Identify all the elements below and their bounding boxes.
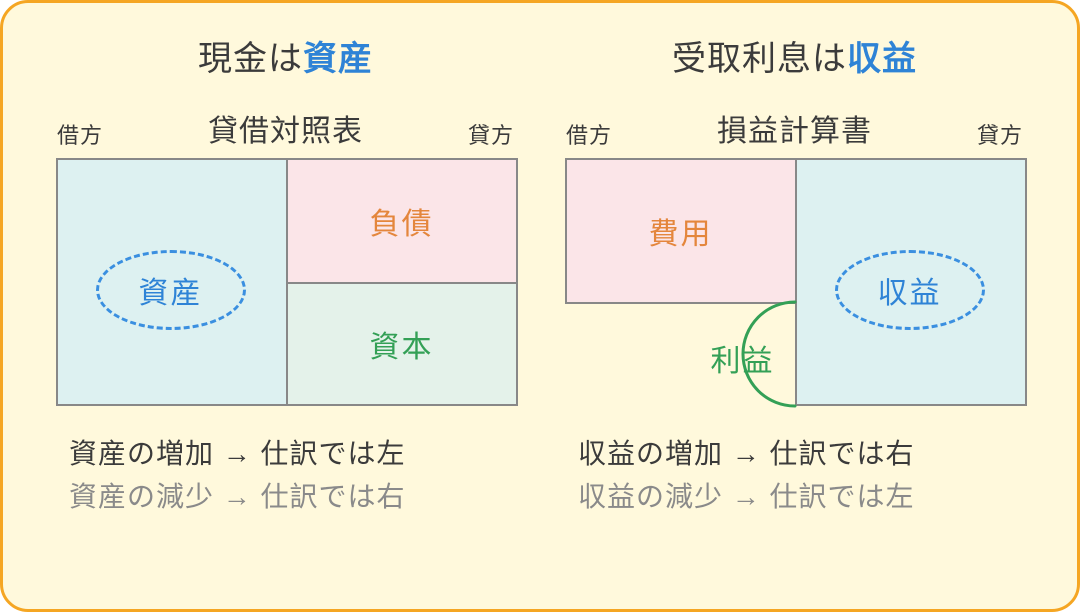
rule-left-1: 資産の増加 → 仕訳では左 — [69, 432, 508, 475]
rules-left: 資産の増加 → 仕訳では左 資産の減少 → 仕訳では右 — [51, 432, 520, 519]
panel-income-statement: 受取利息は収益 借方 損益計算書 貸方 費用 利益 収益 収益の増加 → 仕訳で… — [560, 31, 1029, 577]
box-expense: 費用 — [565, 158, 797, 304]
ellipse-asset: 資産 — [96, 250, 246, 330]
credit-label-right: 貸方 — [977, 118, 1023, 150]
table-header-left: 借方 貸借対照表 貸方 — [51, 106, 520, 158]
heading-left: 現金は資産 — [198, 31, 373, 80]
rule-right-1: 収益の増加 → 仕訳では右 — [578, 432, 1017, 475]
diagram-balance-sheet: 負債 資本 資産 — [56, 158, 516, 406]
table-title-left: 貸借対照表 — [208, 106, 363, 150]
ellipse-revenue: 収益 — [835, 250, 985, 330]
table-title-right: 損益計算書 — [717, 106, 872, 150]
debit-label-left: 借方 — [57, 118, 103, 150]
box-liability: 負債 — [286, 158, 518, 284]
heading-right: 受取利息は収益 — [672, 31, 917, 80]
diagram-income-statement: 費用 利益 収益 — [565, 158, 1025, 406]
heading-right-highlight: 収益 — [847, 40, 917, 78]
rule-right-2: 収益の減少 → 仕訳では左 — [578, 475, 1017, 518]
credit-label-left: 貸方 — [468, 118, 514, 150]
profit-label: 利益 — [711, 336, 775, 380]
heading-left-prefix: 現金は — [198, 40, 303, 78]
heading-right-prefix: 受取利息は — [672, 40, 847, 78]
rules-right: 収益の増加 → 仕訳では右 収益の減少 → 仕訳では左 — [560, 432, 1029, 519]
card: 現金は資産 借方 貸借対照表 貸方 負債 資本 資産 資産の増加 → 仕訳では左… — [0, 0, 1080, 612]
panel-balance-sheet: 現金は資産 借方 貸借対照表 貸方 負債 資本 資産 資産の増加 → 仕訳では左… — [51, 31, 520, 577]
table-header-right: 借方 損益計算書 貸方 — [560, 106, 1029, 158]
rule-left-2: 資産の減少 → 仕訳では右 — [69, 475, 508, 518]
debit-label-right: 借方 — [566, 118, 612, 150]
heading-left-highlight: 資産 — [303, 40, 373, 78]
box-capital: 資本 — [286, 282, 518, 406]
